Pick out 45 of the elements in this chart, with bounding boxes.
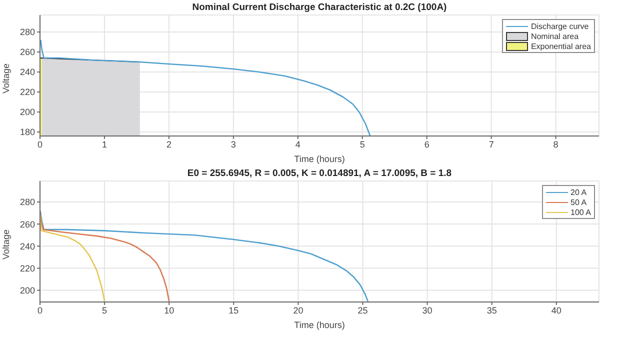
line-series: [40, 39, 371, 136]
y-tick-label: 240: [20, 241, 35, 252]
x-tick-label: 5: [102, 305, 108, 316]
x-axis-title: Time (hours): [294, 154, 345, 164]
x-tick-label: 3: [230, 139, 236, 150]
x-tick-label: 8: [553, 139, 558, 150]
x-tick-label: 30: [422, 305, 432, 316]
legend-label: 50 A: [570, 198, 587, 206]
y-tick-label: 260: [20, 47, 35, 58]
x-tick-label: 2: [166, 139, 172, 150]
y-tick-label: 280: [20, 197, 35, 208]
x-tick-label: 4: [295, 139, 300, 150]
x-tick-label: 1: [102, 139, 107, 150]
legend-label: 100 A: [570, 208, 591, 216]
y-axis-title: Voltage: [1, 229, 12, 260]
chart-title: E0 = 255.6945, R = 0.005, K = 0.014891, A = 17.0095, B = 1.8: [186, 168, 453, 179]
x-tick-label: 40: [551, 305, 562, 316]
x-tick-label: 0: [37, 305, 43, 316]
y-tick-label: 220: [20, 87, 35, 98]
chart-title: Nominal Current Discharge Characteristic at 0.2C (100A): [191, 2, 448, 13]
legend-label: Discharge curve: [530, 22, 589, 30]
y-tick-label: 260: [20, 219, 35, 230]
x-tick-label: 15: [228, 305, 239, 316]
line-series: [40, 212, 170, 302]
y-tick-label: 280: [20, 27, 35, 38]
x-tick-label: 20: [293, 305, 304, 316]
y-tick-label: 220: [20, 263, 35, 274]
x-tick-label: 10: [164, 305, 174, 316]
line-series: [40, 210, 369, 302]
x-tick-label: 25: [358, 305, 368, 316]
legend-label: 20 A: [570, 188, 587, 196]
x-tick-label: 0: [37, 139, 43, 150]
x-tick-label: 35: [486, 305, 497, 316]
legend-label: Nominal area: [530, 32, 579, 40]
y-tick-label: 240: [20, 67, 35, 78]
y-tick-label: 200: [20, 107, 35, 118]
x-tick-label: 5: [360, 139, 365, 150]
x-tick-label: 6: [424, 139, 430, 150]
y-tick-label: 200: [20, 285, 35, 296]
x-tick-label: 7: [488, 139, 494, 150]
legend-label: Exponential area: [530, 42, 591, 50]
y-tick-label: 180: [20, 127, 35, 138]
y-axis-title: Voltage: [1, 63, 12, 94]
line-series: [40, 214, 106, 302]
x-axis-title: Time (hours): [294, 320, 345, 330]
